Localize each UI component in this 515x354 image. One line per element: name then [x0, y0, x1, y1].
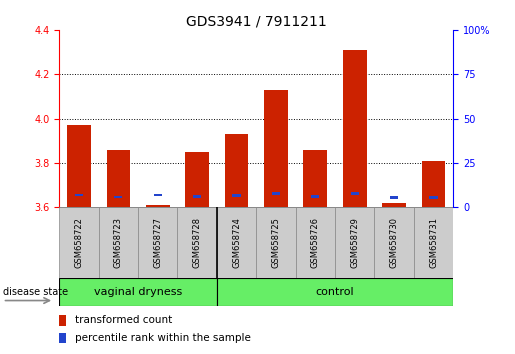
Text: GSM658728: GSM658728	[193, 217, 201, 268]
FancyBboxPatch shape	[217, 207, 256, 278]
Text: GSM658730: GSM658730	[390, 217, 399, 268]
Text: GSM658727: GSM658727	[153, 217, 162, 268]
Bar	[153, 194, 162, 196]
Text: transformed count: transformed count	[75, 315, 172, 325]
Bar	[146, 205, 169, 207]
Text: GSM658725: GSM658725	[271, 217, 280, 268]
FancyBboxPatch shape	[256, 207, 296, 278]
Text: disease state: disease state	[3, 287, 67, 297]
FancyBboxPatch shape	[99, 207, 138, 278]
Bar	[225, 134, 248, 207]
Bar	[311, 195, 319, 198]
Text: GSM658729: GSM658729	[350, 217, 359, 268]
Bar	[59, 333, 65, 343]
Text: GSM658724: GSM658724	[232, 217, 241, 268]
Bar	[59, 315, 65, 326]
FancyBboxPatch shape	[217, 278, 453, 306]
Bar	[114, 196, 123, 199]
FancyBboxPatch shape	[177, 207, 217, 278]
FancyBboxPatch shape	[59, 278, 217, 306]
Bar	[343, 50, 367, 207]
Bar	[272, 193, 280, 195]
Bar	[390, 196, 398, 199]
Bar	[351, 193, 359, 195]
Bar	[422, 161, 445, 207]
Bar	[232, 194, 241, 197]
Bar	[264, 90, 288, 207]
Text: GSM658722: GSM658722	[75, 217, 83, 268]
Bar	[193, 195, 201, 198]
FancyBboxPatch shape	[414, 207, 453, 278]
Text: GSM658723: GSM658723	[114, 217, 123, 268]
FancyBboxPatch shape	[374, 207, 414, 278]
Text: control: control	[316, 287, 354, 297]
Bar	[303, 150, 327, 207]
Title: GDS3941 / 7911211: GDS3941 / 7911211	[186, 15, 327, 29]
Text: GSM658731: GSM658731	[429, 217, 438, 268]
Bar	[67, 125, 91, 207]
Text: vaginal dryness: vaginal dryness	[94, 287, 182, 297]
Text: GSM658726: GSM658726	[311, 217, 320, 268]
FancyBboxPatch shape	[138, 207, 177, 278]
Bar	[382, 202, 406, 207]
Bar	[75, 194, 83, 196]
Text: percentile rank within the sample: percentile rank within the sample	[75, 333, 250, 343]
FancyBboxPatch shape	[335, 207, 374, 278]
Bar	[185, 152, 209, 207]
Bar	[430, 196, 438, 199]
Bar	[107, 150, 130, 207]
FancyBboxPatch shape	[59, 207, 99, 278]
FancyBboxPatch shape	[296, 207, 335, 278]
